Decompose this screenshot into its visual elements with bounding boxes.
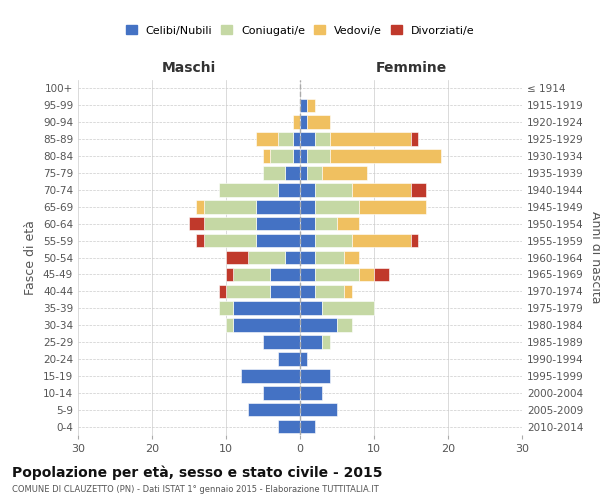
Legend: Celibi/Nubili, Coniugati/e, Vedovi/e, Divorziati/e: Celibi/Nubili, Coniugati/e, Vedovi/e, Di… [125,25,475,35]
Bar [300,386,322,400]
Bar [315,200,359,213]
Bar [307,150,329,163]
Bar [293,132,300,146]
Bar [218,302,233,315]
Bar [263,166,285,179]
Bar [204,234,256,247]
Bar [271,150,293,163]
Bar [300,132,315,146]
Bar [241,369,300,382]
Bar [293,150,300,163]
Bar [196,234,204,247]
Bar [315,132,329,146]
Bar [344,250,359,264]
Bar [226,318,233,332]
Bar [278,132,293,146]
Bar [337,217,359,230]
Bar [204,200,256,213]
Bar [411,234,418,247]
Bar [300,150,307,163]
Bar [359,268,374,281]
Bar [233,318,300,332]
Bar [263,386,300,400]
Bar [263,150,271,163]
Bar [248,250,285,264]
Bar [307,98,315,112]
Bar [300,268,315,281]
Bar [300,183,315,196]
Bar [300,318,337,332]
Y-axis label: Anni di nascita: Anni di nascita [589,211,600,304]
Bar [285,250,300,264]
Bar [189,217,204,230]
Bar [293,116,300,129]
Bar [278,352,300,366]
Bar [411,132,418,146]
Bar [329,132,411,146]
Bar [256,132,278,146]
Bar [337,318,352,332]
Bar [300,234,315,247]
Bar [226,250,248,264]
Bar [300,166,307,179]
Bar [315,284,344,298]
Bar [315,217,337,230]
Bar [300,302,322,315]
Bar [278,420,300,434]
Bar [248,403,300,416]
Bar [300,98,307,112]
Bar [329,150,440,163]
Bar [315,250,344,264]
Text: COMUNE DI CLAUZETTO (PN) - Dati ISTAT 1° gennaio 2015 - Elaborazione TUTTITALIA.: COMUNE DI CLAUZETTO (PN) - Dati ISTAT 1°… [12,485,379,494]
Bar [307,166,322,179]
Bar [278,183,300,196]
Bar [411,183,426,196]
Bar [374,268,389,281]
Bar [315,268,359,281]
Bar [300,336,322,349]
Text: Maschi: Maschi [162,61,216,75]
Bar [300,369,329,382]
Bar [196,200,204,213]
Text: Popolazione per età, sesso e stato civile - 2015: Popolazione per età, sesso e stato civil… [12,465,383,479]
Bar [271,284,300,298]
Bar [256,217,300,230]
Bar [204,217,256,230]
Bar [344,284,352,298]
Bar [300,352,307,366]
Bar [263,336,300,349]
Bar [315,183,352,196]
Bar [218,183,278,196]
Bar [285,166,300,179]
Bar [352,183,411,196]
Bar [226,284,271,298]
Bar [300,217,315,230]
Bar [256,200,300,213]
Bar [226,268,233,281]
Text: Femmine: Femmine [376,61,446,75]
Y-axis label: Fasce di età: Fasce di età [25,220,37,295]
Bar [300,403,337,416]
Bar [322,302,374,315]
Bar [300,250,315,264]
Bar [300,200,315,213]
Bar [271,268,300,281]
Bar [307,116,329,129]
Bar [256,234,300,247]
Bar [315,234,352,247]
Bar [218,284,226,298]
Bar [322,336,329,349]
Bar [352,234,411,247]
Bar [300,116,307,129]
Bar [322,166,367,179]
Bar [233,268,271,281]
Bar [359,200,426,213]
Bar [233,302,300,315]
Bar [300,284,315,298]
Bar [300,420,315,434]
